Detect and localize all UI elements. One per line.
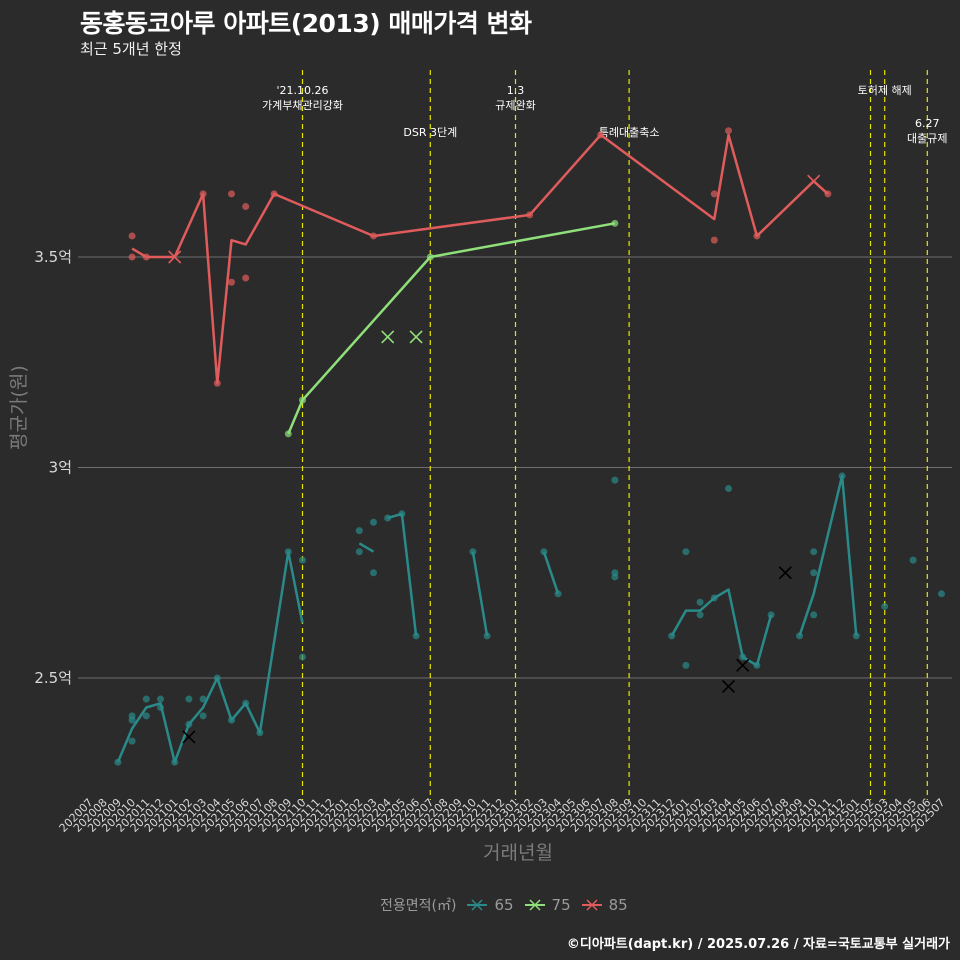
event-label: 가계부채관리강화 <box>262 99 343 112</box>
data-point-65 <box>881 602 889 610</box>
legend-title: 전용면적(㎡) <box>380 898 457 914</box>
data-point-65 <box>682 548 690 556</box>
legend-label-85: 85 <box>608 896 628 914</box>
data-point-65 <box>810 569 818 577</box>
cross-marker-65 <box>721 679 736 693</box>
series-line-65 <box>387 512 418 637</box>
x-axis-label: 거래년월 <box>483 842 553 864</box>
event-label: 대출규제 <box>907 132 947 145</box>
data-point-85 <box>228 190 235 198</box>
cross-marker-65 <box>736 658 750 672</box>
chart-title: 동홍동코아루 아파트(2013) 매매가격 변화 <box>80 9 532 38</box>
data-point-65 <box>696 611 704 619</box>
cross-marker-85 <box>168 250 182 264</box>
legend-swatch-75 <box>524 899 545 911</box>
y-tick-label: 3.5억 <box>34 248 72 266</box>
data-point-65 <box>199 695 207 703</box>
event-label: DSR 3단계 <box>403 126 457 139</box>
data-point-65 <box>725 485 732 493</box>
data-point-65 <box>810 611 818 619</box>
series-line-65 <box>542 551 560 595</box>
source-caption: ©디아파트(dapt.kr) / 2025.07.26 / 자료=국토교통부 실… <box>566 937 950 952</box>
event-label: 규제완화 <box>495 99 535 112</box>
data-point-65 <box>938 590 945 598</box>
legend-label-65: 65 <box>494 896 514 914</box>
legend-item-65: 65 <box>466 896 514 914</box>
cross-marker-75 <box>381 330 395 344</box>
data-point-65 <box>611 573 619 581</box>
series-line-65 <box>471 551 489 637</box>
data-point-85 <box>725 127 732 135</box>
legend: 전용면적(㎡) 65 75 85 <box>380 895 628 915</box>
data-point-65 <box>185 695 193 703</box>
data-point-65 <box>696 598 704 606</box>
legend-swatch-85 <box>581 899 602 911</box>
legend-swatch-65 <box>467 899 488 911</box>
chart-subtitle: 최근 5개년 한정 <box>80 40 182 58</box>
y-tick-label: 2.5억 <box>34 669 72 687</box>
data-point-65 <box>142 695 150 703</box>
cross-marker-85 <box>807 174 821 188</box>
data-point-65 <box>909 556 917 564</box>
data-point-65 <box>299 653 306 661</box>
y-tick-label: 3억 <box>49 459 72 477</box>
data-point-65 <box>682 661 690 669</box>
data-point-65 <box>355 527 363 535</box>
event-label: '21.10.26 <box>276 84 328 97</box>
data-point-65 <box>370 569 377 577</box>
cross-marker-75 <box>409 330 423 344</box>
data-point-65 <box>611 476 619 484</box>
cross-marker-65 <box>778 566 792 580</box>
series-line-65 <box>116 550 304 764</box>
cross-marker-65 <box>182 730 196 744</box>
event-label: 6.27 <box>915 117 940 130</box>
data-point-65 <box>199 712 207 720</box>
data-point-65 <box>128 712 136 720</box>
data-point-65 <box>370 518 377 526</box>
data-point-85 <box>128 253 136 261</box>
legend-item-75: 75 <box>524 896 571 914</box>
legend-item-85: 85 <box>581 896 628 914</box>
data-point-65 <box>157 695 164 703</box>
data-point-85 <box>242 274 250 282</box>
data-point-85 <box>242 202 250 210</box>
data-point-65 <box>810 548 818 556</box>
data-point-85 <box>710 236 718 244</box>
event-label: 토허제 해제 <box>858 83 912 97</box>
data-point-65 <box>299 556 306 564</box>
legend-label-75: 75 <box>551 896 571 914</box>
series-line-75 <box>287 222 616 435</box>
series-line-65 <box>358 542 375 553</box>
series-line-65 <box>798 474 858 637</box>
data-point-65 <box>128 737 136 745</box>
data-point-85 <box>710 190 718 198</box>
series-line-65 <box>670 588 773 667</box>
data-point-85 <box>228 278 235 286</box>
event-label: 1.3 <box>507 84 525 97</box>
event-label: 특례대출축소 <box>599 126 660 139</box>
series-line-85 <box>131 133 829 385</box>
data-point-85 <box>128 232 136 240</box>
data-point-65 <box>142 712 150 720</box>
data-point-65 <box>355 548 363 556</box>
y-axis-label: 평균가(원) <box>8 365 30 450</box>
